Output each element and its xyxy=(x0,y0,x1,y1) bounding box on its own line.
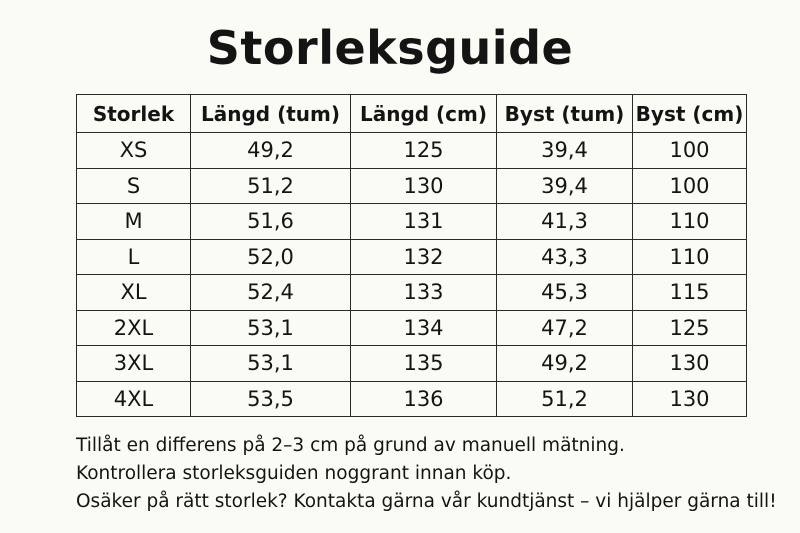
cell-size: S xyxy=(76,167,191,204)
cell-bust-inch: 39,4 xyxy=(496,167,633,204)
table-row: 4XL 53,5 136 51,2 130 xyxy=(76,380,747,417)
table-row: S 51,2 130 39,4 100 xyxy=(76,167,747,204)
cell-bust-inch: 49,2 xyxy=(496,345,633,382)
note-check-guide: Kontrollera storleksguiden noggrant inna… xyxy=(76,463,512,484)
cell-bust-cm: 130 xyxy=(632,345,747,382)
cell-bust-inch: 51,2 xyxy=(496,380,633,417)
cell-length-cm: 130 xyxy=(350,167,497,204)
cell-length-cm: 133 xyxy=(350,274,497,311)
notes: Tillåt en differens på 2–3 cm på grund a… xyxy=(76,432,796,516)
cell-length-inch: 52,0 xyxy=(190,238,351,275)
cell-size: XL xyxy=(76,274,191,311)
cell-bust-cm: 115 xyxy=(632,274,747,311)
page-title: Storleksguide xyxy=(206,21,574,75)
cell-length-inch: 52,4 xyxy=(190,274,351,311)
table-row: 2XL 53,1 134 47,2 125 xyxy=(76,309,747,346)
table-header-row: Storlek Längd (tum) Längd (cm) Byst (tum… xyxy=(76,94,747,133)
cell-length-inch: 53,1 xyxy=(190,345,351,382)
cell-length-cm: 125 xyxy=(350,132,497,169)
table-row: XL 52,4 133 45,3 115 xyxy=(76,274,747,311)
cell-size: XS xyxy=(76,132,191,169)
header-bust-cm: Byst (cm) xyxy=(632,94,747,133)
cell-size: 2XL xyxy=(76,309,191,346)
cell-bust-cm: 100 xyxy=(632,132,747,169)
note-measurement-tolerance: Tillåt en differens på 2–3 cm på grund a… xyxy=(76,435,625,456)
cell-bust-inch: 43,3 xyxy=(496,238,633,275)
cell-bust-cm: 130 xyxy=(632,380,747,417)
cell-length-cm: 134 xyxy=(350,309,497,346)
cell-bust-inch: 45,3 xyxy=(496,274,633,311)
table-row: M 51,6 131 41,3 110 xyxy=(76,203,747,240)
cell-size: L xyxy=(76,238,191,275)
cell-length-cm: 131 xyxy=(350,203,497,240)
table-row: 3XL 53,1 135 49,2 130 xyxy=(76,345,747,382)
cell-length-inch: 51,2 xyxy=(190,167,351,204)
cell-length-cm: 132 xyxy=(350,238,497,275)
cell-bust-inch: 47,2 xyxy=(496,309,633,346)
cell-length-inch: 53,1 xyxy=(190,309,351,346)
cell-bust-cm: 110 xyxy=(632,238,747,275)
note-contact-support: Osäker på rätt storlek? Kontakta gärna v… xyxy=(76,491,777,512)
cell-size: 4XL xyxy=(76,380,191,417)
cell-length-cm: 136 xyxy=(350,380,497,417)
cell-size: 3XL xyxy=(76,345,191,382)
cell-length-inch: 53,5 xyxy=(190,380,351,417)
cell-length-inch: 49,2 xyxy=(190,132,351,169)
size-table: Storlek Längd (tum) Längd (cm) Byst (tum… xyxy=(76,94,747,417)
cell-length-cm: 135 xyxy=(350,345,497,382)
table-row: XS 49,2 125 39,4 100 xyxy=(76,132,747,169)
cell-bust-cm: 110 xyxy=(632,203,747,240)
cell-bust-inch: 41,3 xyxy=(496,203,633,240)
header-bust-inch: Byst (tum) xyxy=(496,94,633,133)
cell-size: M xyxy=(76,203,191,240)
header-length-cm: Längd (cm) xyxy=(350,94,497,133)
header-length-inch: Längd (tum) xyxy=(190,94,351,133)
cell-length-inch: 51,6 xyxy=(190,203,351,240)
table-row: L 52,0 132 43,3 110 xyxy=(76,238,747,275)
cell-bust-inch: 39,4 xyxy=(496,132,633,169)
cell-bust-cm: 100 xyxy=(632,167,747,204)
cell-bust-cm: 125 xyxy=(632,309,747,346)
header-size: Storlek xyxy=(76,94,191,133)
